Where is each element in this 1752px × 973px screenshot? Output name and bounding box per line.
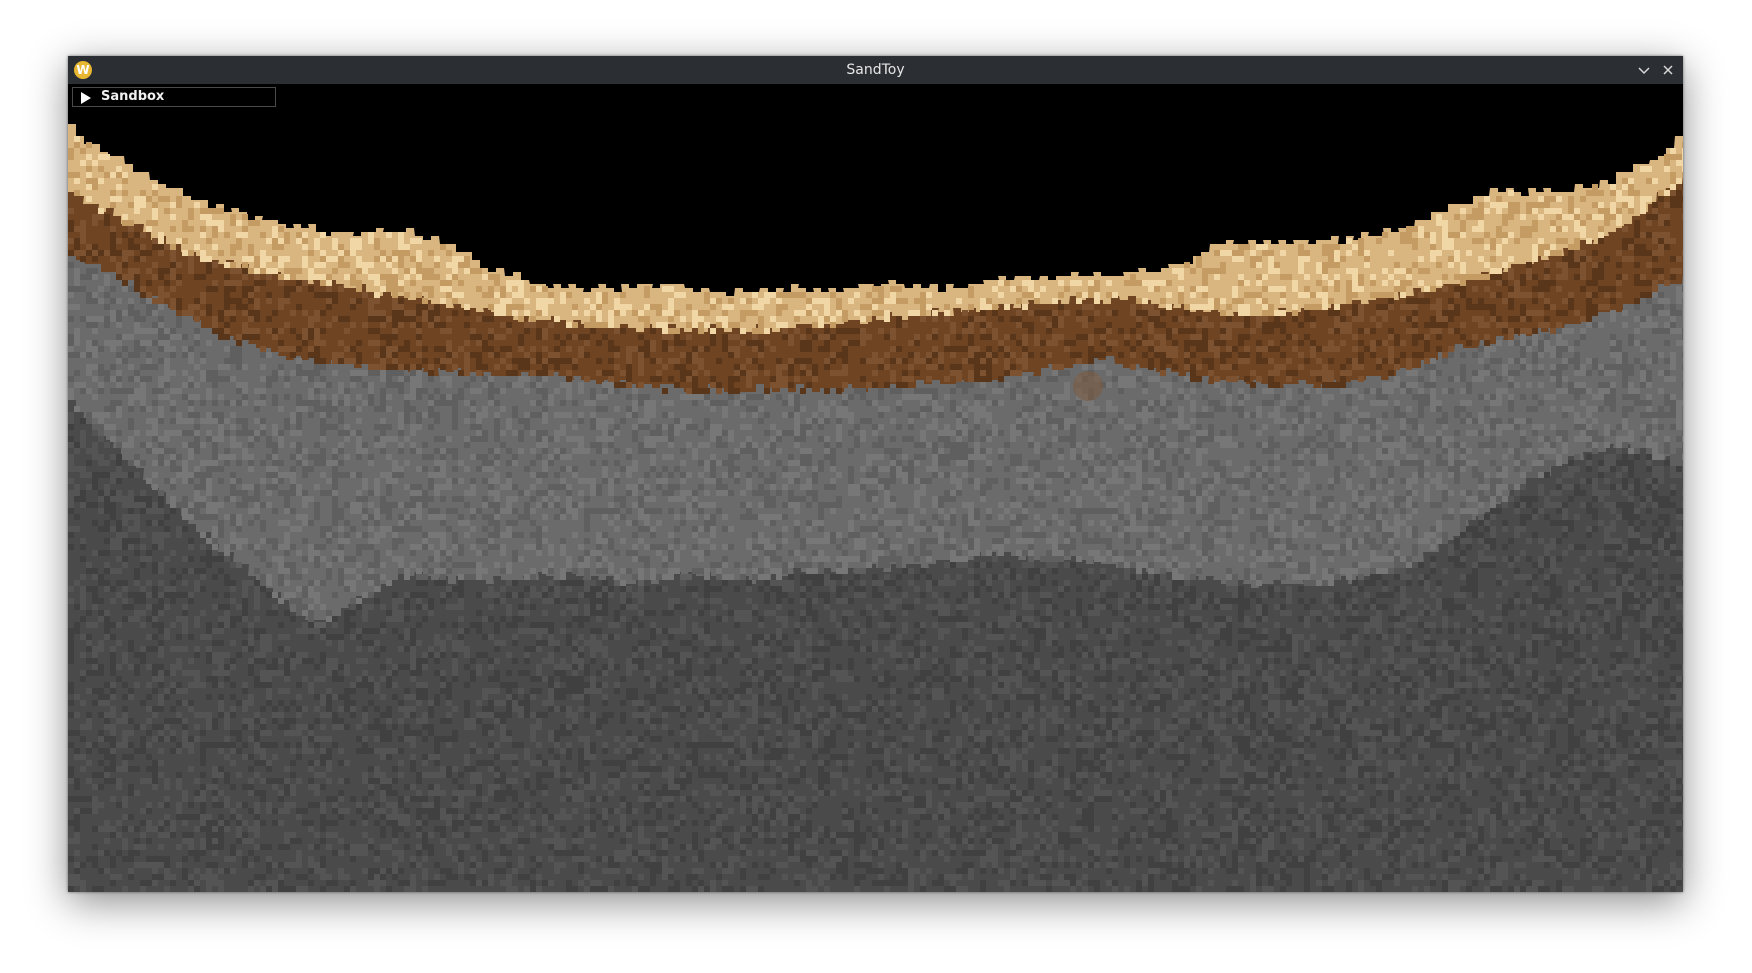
- expand-triangle-icon[interactable]: [81, 92, 91, 104]
- sandbox-world[interactable]: [68, 84, 1683, 892]
- sandbox-panel-label: Sandbox: [101, 89, 165, 104]
- sandbox-canvas[interactable]: [68, 84, 1683, 892]
- title-bar[interactable]: W SandToy: [68, 56, 1683, 84]
- brush-cursor: [1073, 371, 1103, 401]
- sandbox-panel-header[interactable]: Sandbox: [72, 87, 276, 107]
- app-logo-icon: W: [74, 61, 92, 79]
- minimize-chevron-icon[interactable]: [1634, 60, 1654, 80]
- close-icon[interactable]: [1658, 60, 1678, 80]
- material-grain-texture: [68, 136, 1683, 892]
- window-title: SandToy: [846, 62, 905, 78]
- app-window: W SandToy Sandbox: [68, 56, 1683, 892]
